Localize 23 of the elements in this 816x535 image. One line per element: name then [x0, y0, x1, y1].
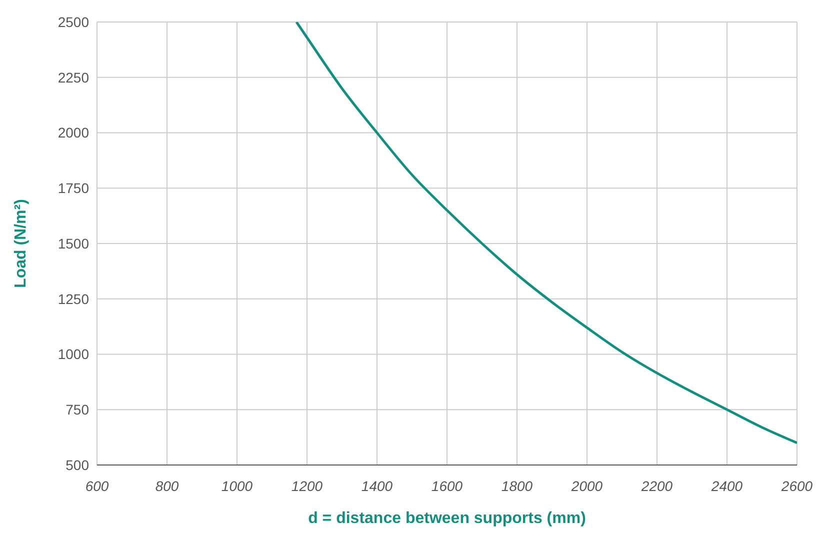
y-tick-label: 2500 — [58, 14, 90, 30]
x-tick-label: 1400 — [361, 478, 393, 494]
y-tick-label: 1250 — [58, 290, 90, 307]
x-tick-label: 600 — [85, 478, 109, 494]
y-tick-label: 1500 — [58, 235, 90, 252]
x-tick-label: 2000 — [570, 478, 603, 494]
y-tick-label: 1000 — [58, 346, 90, 362]
y-tick-label: 500 — [66, 456, 90, 473]
y-tick-label: 2000 — [58, 124, 90, 141]
x-tick-label: 1000 — [221, 478, 253, 494]
y-tick-label: 1750 — [58, 180, 90, 196]
x-tick-label: 1600 — [431, 478, 463, 494]
x-tick-label: 2400 — [710, 478, 743, 494]
x-tick-label: 2600 — [780, 478, 813, 494]
y-axis-title: Load (N/m²) — [12, 199, 30, 288]
y-tick-label: 750 — [66, 402, 90, 418]
x-tick-label: 800 — [155, 478, 179, 494]
line-series — [295, 22, 797, 444]
x-tick-label: 1800 — [501, 478, 533, 494]
x-axis-title: d = distance between supports (mm) — [308, 510, 586, 527]
x-tick-label: 1200 — [291, 478, 323, 494]
x-tick-label: 2200 — [640, 478, 673, 494]
y-tick-label: 2250 — [58, 69, 90, 86]
